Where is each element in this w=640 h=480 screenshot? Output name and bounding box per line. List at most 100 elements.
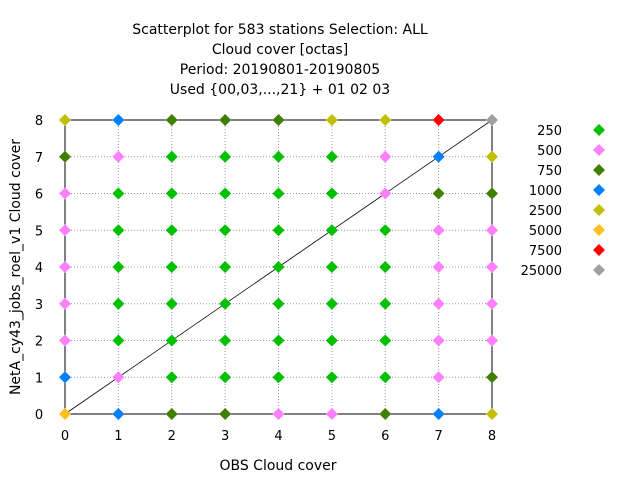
point-500 [432,371,445,384]
point-250 [112,261,125,273]
point-250 [325,261,338,273]
point-250 [379,371,392,384]
point-250 [112,187,125,200]
chart-title-line-2: Cloud cover [octas] [211,42,349,58]
legend-marker-750 [593,164,605,176]
point-250 [112,297,125,310]
point-750 [486,371,498,384]
point-250 [165,150,178,163]
x-tick-label: 0 [61,429,69,444]
point-500 [59,297,71,310]
point-500 [325,408,338,420]
point-750 [165,114,178,126]
y-tick-label: 2 [35,335,43,350]
x-axis-label: OBS Cloud cover [219,458,336,474]
legend-marker-1000 [593,184,605,196]
point-750 [219,114,232,126]
legend-label: 2500 [529,204,562,219]
x-tick-label: 7 [434,429,442,444]
point-250 [165,261,178,273]
x-tick-label: 5 [328,429,336,444]
legend-label: 500 [537,144,562,159]
point-1000 [112,408,125,420]
chart-title-line-1: Scatterplot for 583 stations Selection: … [132,22,428,38]
point-500 [112,371,125,384]
point-250 [325,334,338,347]
point-2500 [486,150,498,163]
point-250 [272,187,285,200]
point-250 [219,187,232,200]
point-250 [325,187,338,200]
point-250 [165,187,178,200]
legend-marker-2500 [593,204,605,216]
point-250 [379,224,392,237]
point-1000 [112,114,125,126]
point-250 [325,224,338,237]
x-tick-label: 6 [381,429,389,444]
point-250 [325,150,338,163]
y-tick-label: 7 [35,151,43,166]
legend-marker-250 [593,124,605,136]
point-250 [219,261,232,273]
point-500 [379,150,392,163]
point-500 [112,150,125,163]
y-tick-label: 1 [35,371,43,386]
point-500 [379,187,392,200]
point-250 [112,334,125,347]
point-250 [272,371,285,384]
legend-label: 250 [537,124,562,139]
point-2500 [379,114,392,126]
point-250 [272,334,285,347]
legend-label: 5000 [529,224,562,239]
point-500 [432,297,445,310]
point-250 [325,371,338,384]
point-250 [379,297,392,310]
chart-title-line-4: Used {00,03,...,21} + 01 02 03 [169,82,391,98]
legend-marker-7500 [593,244,605,256]
y-tick-label: 4 [35,261,43,276]
point-1000 [432,150,445,163]
point-250 [272,297,285,310]
legend-marker-25000 [593,264,605,276]
legend-label: 7500 [529,244,562,259]
point-500 [432,334,445,347]
x-tick-label: 4 [274,429,282,444]
point-750 [59,150,71,163]
x-tick-label: 3 [221,429,229,444]
legend-marker-5000 [593,224,605,236]
y-tick-label: 8 [35,114,43,129]
point-500 [59,224,71,237]
point-750 [219,408,232,420]
legend-label: 750 [537,164,562,179]
point-750 [379,408,392,420]
point-250 [165,334,178,347]
y-tick-label: 0 [35,408,43,423]
data-points [59,114,498,420]
point-250 [219,334,232,347]
y-tick-label: 3 [35,298,43,313]
point-250 [272,150,285,163]
point-250 [272,224,285,237]
x-tick-label: 2 [168,429,176,444]
point-250 [165,371,178,384]
point-250 [219,371,232,384]
point-250 [272,261,285,273]
point-500 [486,224,498,237]
legend: 250 500 750 1000 2500 5000 7500 25000 [521,124,605,279]
point-7500 [432,114,445,126]
point-500 [59,261,71,273]
point-750 [486,187,498,200]
y-axis-label: NetA_cy43_jobs_roel_v1 Cloud cover [8,139,24,395]
point-1000 [59,371,71,384]
y-tick-label: 6 [35,188,43,203]
point-500 [486,261,498,273]
point-250 [219,297,232,310]
point-750 [165,408,178,420]
point-500 [486,297,498,310]
legend-marker-500 [593,144,605,156]
point-500 [432,224,445,237]
legend-label: 25000 [521,264,562,279]
point-250 [325,297,338,310]
point-500 [272,408,285,420]
